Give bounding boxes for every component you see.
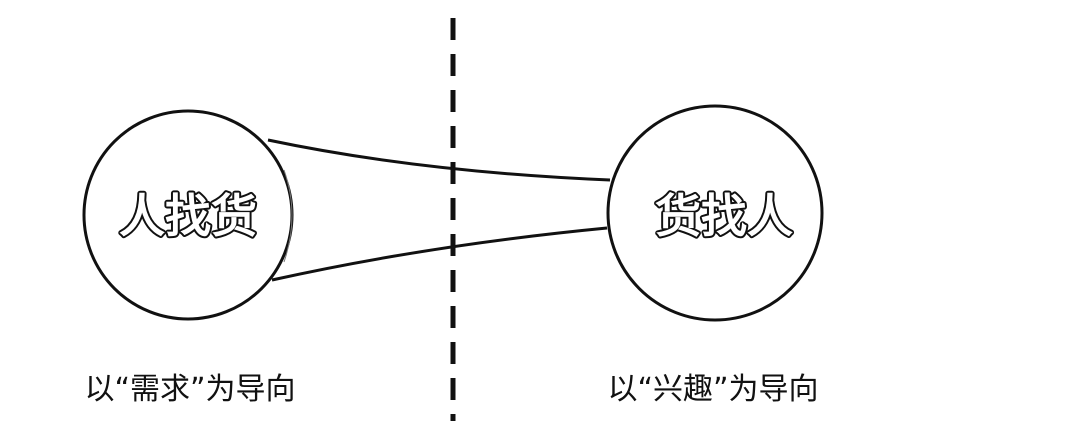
connector-top: [267, 138, 611, 182]
left-node-inner-arc: [283, 169, 293, 263]
right-node-circle: [606, 104, 824, 322]
left-caption: 以“需求”为导向: [84, 372, 295, 407]
right-node-label: 货找人: [655, 189, 793, 243]
connector-bottom: [271, 226, 608, 282]
right-caption: 以“兴趣”为导向: [607, 372, 818, 407]
left-node-label: 人找货: [119, 189, 257, 243]
